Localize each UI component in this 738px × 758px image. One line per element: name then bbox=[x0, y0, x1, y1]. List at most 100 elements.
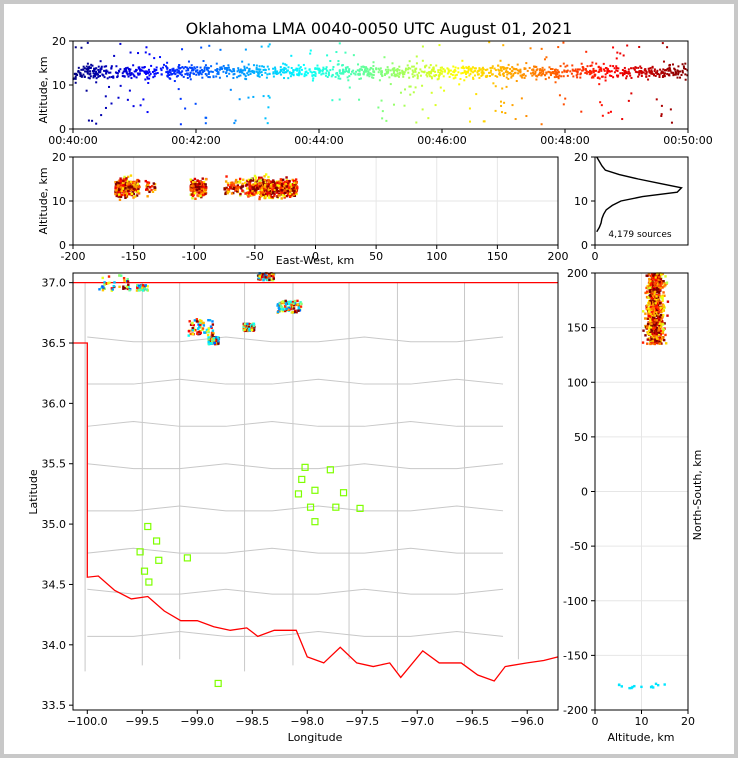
source-point bbox=[110, 67, 113, 70]
source-point bbox=[115, 65, 118, 68]
source-point bbox=[136, 286, 139, 290]
source-point bbox=[649, 280, 652, 283]
source-point bbox=[275, 185, 278, 188]
source-point bbox=[318, 67, 321, 70]
source-point bbox=[198, 185, 201, 189]
source-point bbox=[588, 73, 591, 76]
source-point bbox=[297, 305, 301, 308]
source-point bbox=[113, 281, 116, 284]
source-point bbox=[259, 71, 262, 74]
source-point bbox=[217, 342, 220, 345]
source-point bbox=[480, 71, 483, 74]
source-point bbox=[666, 300, 670, 303]
source-point bbox=[109, 71, 112, 74]
source-point bbox=[146, 195, 149, 198]
source-point bbox=[474, 67, 477, 70]
county-line bbox=[87, 505, 504, 512]
source-point bbox=[240, 70, 243, 73]
source-point bbox=[635, 71, 638, 74]
source-point bbox=[92, 72, 95, 75]
source-point bbox=[254, 176, 258, 179]
source-point bbox=[287, 77, 290, 80]
source-point bbox=[658, 331, 661, 335]
x-tick-label: 0 bbox=[592, 715, 599, 728]
source-point bbox=[135, 186, 138, 189]
source-point bbox=[653, 282, 656, 285]
source-point bbox=[490, 69, 493, 72]
source-point bbox=[404, 69, 407, 72]
source-point bbox=[192, 329, 196, 332]
source-point bbox=[447, 69, 450, 72]
source-point bbox=[271, 190, 275, 193]
source-point bbox=[131, 191, 134, 194]
y-tick-label: 100 bbox=[567, 376, 588, 389]
source-point bbox=[394, 69, 397, 72]
source-point bbox=[267, 175, 270, 179]
source-point bbox=[442, 67, 445, 70]
source-point bbox=[604, 76, 607, 79]
source-point bbox=[173, 72, 176, 75]
ns-altitude-label: Altitude, km bbox=[607, 731, 674, 744]
source-point bbox=[554, 72, 557, 75]
source-point bbox=[471, 66, 474, 69]
source-point bbox=[629, 74, 632, 77]
source-point bbox=[658, 342, 661, 345]
lma-station-marker bbox=[294, 490, 303, 498]
source-point bbox=[540, 69, 543, 72]
source-point bbox=[651, 277, 655, 281]
source-point bbox=[576, 73, 579, 76]
source-point bbox=[277, 194, 280, 197]
source-point bbox=[668, 64, 671, 67]
source-point bbox=[87, 119, 90, 122]
source-point bbox=[292, 179, 295, 183]
source-point bbox=[273, 192, 276, 196]
source-point bbox=[177, 66, 180, 69]
y-tick-label: 50 bbox=[574, 431, 588, 444]
source-point bbox=[121, 187, 124, 190]
source-point bbox=[89, 72, 92, 75]
source-point bbox=[132, 196, 135, 199]
source-point bbox=[87, 66, 90, 69]
source-point bbox=[126, 180, 129, 183]
source-point bbox=[189, 71, 192, 74]
source-point bbox=[655, 314, 658, 318]
source-point bbox=[285, 185, 288, 188]
source-point bbox=[408, 85, 411, 88]
source-point bbox=[264, 196, 267, 200]
source-point bbox=[372, 61, 375, 64]
source-point bbox=[652, 686, 655, 689]
source-point bbox=[186, 76, 189, 79]
source-point bbox=[462, 65, 465, 68]
source-point bbox=[469, 68, 472, 71]
source-point bbox=[270, 181, 274, 184]
source-point bbox=[197, 180, 201, 183]
source-point bbox=[540, 47, 543, 50]
source-point bbox=[127, 189, 130, 193]
y-tick-label: 35.0 bbox=[42, 518, 67, 531]
source-point bbox=[211, 70, 214, 73]
source-point bbox=[268, 189, 271, 193]
source-point bbox=[463, 79, 466, 82]
source-point bbox=[243, 324, 246, 327]
source-point bbox=[465, 66, 468, 69]
source-point bbox=[228, 186, 232, 189]
source-point bbox=[169, 71, 172, 74]
source-point bbox=[239, 192, 242, 196]
source-point bbox=[587, 71, 590, 74]
x-tick-label: 00:40:00 bbox=[48, 134, 97, 147]
source-point bbox=[292, 191, 296, 194]
source-point bbox=[480, 74, 483, 77]
source-point bbox=[401, 69, 404, 72]
source-point bbox=[208, 70, 211, 73]
source-point bbox=[630, 686, 633, 690]
source-point bbox=[246, 180, 249, 183]
source-point bbox=[443, 89, 446, 92]
source-point bbox=[352, 54, 355, 57]
source-point bbox=[548, 66, 551, 69]
source-point bbox=[276, 190, 279, 193]
source-point bbox=[118, 193, 121, 196]
source-point bbox=[654, 334, 657, 337]
source-point bbox=[194, 182, 197, 186]
source-point bbox=[215, 75, 218, 78]
source-point bbox=[547, 70, 550, 73]
